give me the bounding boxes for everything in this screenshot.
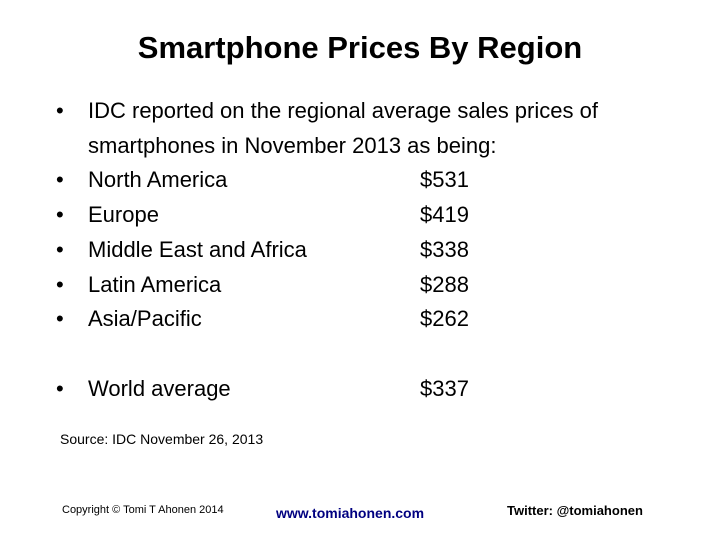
region-price: $338 — [420, 236, 469, 262]
list-spacer — [56, 337, 696, 372]
bullet-region-north-america: North America $531 — [56, 163, 696, 198]
bullet-region-latin-america: Latin America $288 — [56, 268, 696, 303]
twitter-handle: Twitter: @tomiahonen — [507, 503, 643, 518]
region-name: Latin America — [88, 271, 222, 297]
region-price: $531 — [420, 167, 469, 193]
bullet-list: IDC reported on the regional average sal… — [56, 94, 696, 406]
copyright-text: Copyright © Tomi T Ahonen 2014 — [62, 504, 224, 516]
world-average-label: World average — [88, 375, 231, 401]
intro-text-line-2: smartphones in November 2013 as being: — [88, 132, 497, 158]
bullet-region-middle-east-africa: Middle East and Africa $338 — [56, 233, 696, 268]
bullet-world-average: World average $337 — [56, 372, 696, 407]
bullet-region-europe: Europe $419 — [56, 198, 696, 233]
region-name: Middle East and Africa — [88, 236, 307, 262]
bullet-intro: IDC reported on the regional average sal… — [56, 94, 696, 163]
bullet-region-asia-pacific: Asia/Pacific $262 — [56, 302, 696, 337]
region-price: $419 — [420, 202, 469, 228]
region-name: North America — [88, 167, 228, 193]
slide-title: Smartphone Prices By Region — [137, 30, 583, 65]
region-price: $288 — [420, 271, 469, 297]
world-average-price: $337 — [420, 375, 469, 401]
region-name: Europe — [88, 202, 159, 228]
region-name: Asia/Pacific — [88, 306, 202, 332]
website-link[interactable]: www.tomiahonen.com — [276, 505, 425, 521]
region-price: $262 — [420, 306, 469, 332]
source-note: Source: IDC November 26, 2013 — [60, 431, 264, 447]
intro-text-line-1: IDC reported on the regional average sal… — [88, 98, 598, 123]
